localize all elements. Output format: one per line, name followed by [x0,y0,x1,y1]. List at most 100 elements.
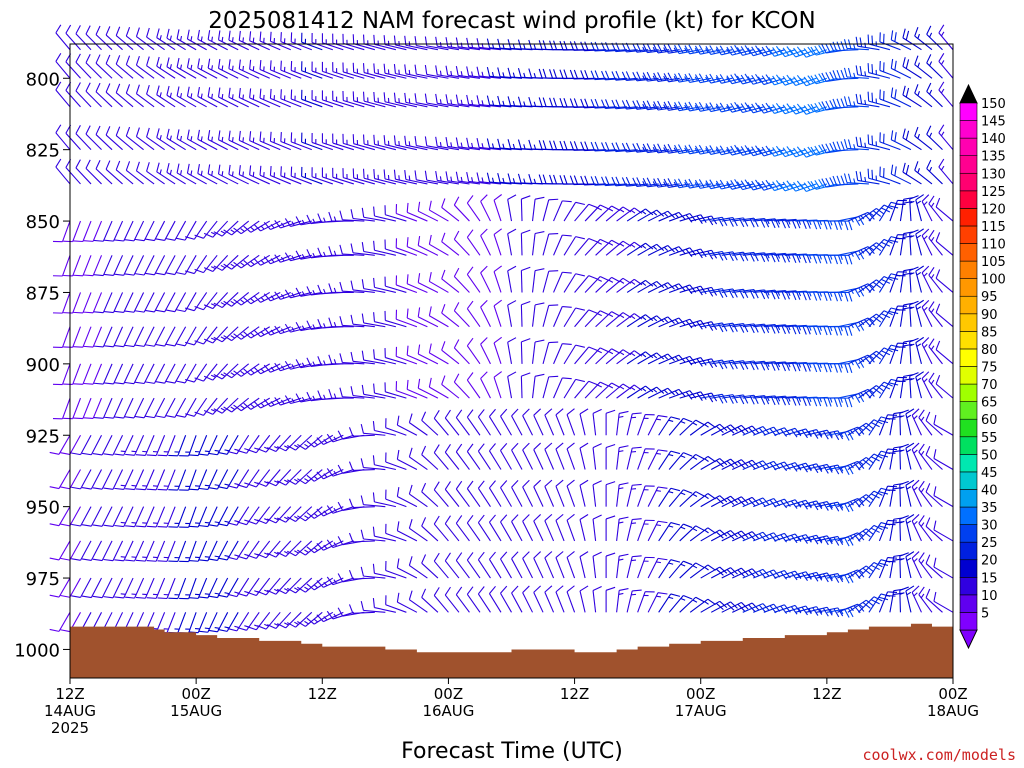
barb-feather [569,41,575,51]
barb-feather [843,96,848,106]
barb-feather [827,254,832,264]
barb-feather [135,127,140,137]
wind-barb [778,180,807,192]
barb-feather [905,87,910,98]
barb-shaft [520,270,523,293]
wind-barb [105,54,123,79]
barb-shaft [507,199,513,222]
wind-barb [114,220,134,242]
barb-feather [435,36,438,47]
barb-shaft [466,202,481,222]
barb-feather [263,221,271,230]
wind-barb [858,207,885,222]
barb-feather [553,97,558,108]
barb-shaft [563,202,577,222]
barb-half-feather [663,212,668,217]
barb-feather [528,39,533,50]
barb-feather [507,139,512,149]
barb-half-feather [512,72,516,78]
barb-feather [156,85,160,95]
wind-barb [135,55,155,79]
barb-feather [761,181,769,190]
wind-barb [55,81,71,108]
barb-feather [253,258,261,266]
barb-shaft [396,284,418,293]
barb-feather [740,103,747,112]
barb-feather [840,98,845,108]
barb-feather [871,35,874,46]
barb-half-feather [715,182,720,188]
barb-half-feather [673,47,677,53]
barb-half-feather [471,99,474,105]
barb-feather [709,145,716,154]
barb-feather [548,270,559,272]
barb-half-feather [630,209,636,214]
wind-barb [213,254,239,271]
barb-half-feather [652,75,656,81]
barb-feather [786,103,793,112]
barb-feather [825,72,831,82]
barb-feather [793,181,800,191]
barb-feather [696,215,703,224]
wind-barb [194,220,218,239]
barb-half-feather [280,256,285,262]
wind-barb [259,165,281,185]
barb-feather [621,100,627,110]
wind-barb [902,162,922,185]
barb-feather [653,72,659,82]
barb-feather [559,40,564,51]
barb-half-feather [204,521,210,524]
barb-feather [847,139,852,149]
barb-feather [455,171,459,182]
wind-barb [186,86,207,108]
barb-feather [176,129,180,139]
wind-barb [778,146,807,158]
barb-feather [156,128,160,138]
barb-feather [667,245,675,253]
barb-feather [736,75,743,85]
wind-barb [301,32,323,51]
wind-barb [414,93,439,108]
barb-feather [217,58,221,69]
barb-shaft [935,206,954,222]
wind-barb [595,239,621,256]
barb-feather [105,26,111,36]
barb-half-feather [471,71,474,77]
barb-feather [83,311,94,314]
barb-half-feather [200,93,203,99]
wind-barb [186,163,207,185]
barb-feather [350,243,354,253]
barb-feather [383,169,386,179]
barb-half-feather [619,209,625,213]
barb-feather [538,97,543,107]
barb-half-feather [652,104,656,109]
barb-half-feather [673,147,677,153]
wind-barb [203,254,229,273]
wind-barb [637,209,665,222]
barb-feather [223,263,232,270]
barb-half-feather [333,287,337,293]
barb-feather [645,242,654,250]
barb-feather [594,41,600,51]
barb-feather [840,141,845,151]
wind-barb [259,60,281,79]
barb-feather [657,100,663,110]
barb-feather [751,180,758,190]
barb-feather [611,205,621,211]
barb-feather [269,166,272,176]
barb-half-feather [333,216,337,222]
wind-barb [284,252,312,262]
barb-feather [55,24,62,34]
barb-feather [734,73,741,82]
barb-feather [700,214,707,223]
barb-feather [772,147,779,156]
barb-feather [486,138,491,148]
barb-feather [802,219,807,230]
barb-feather [476,172,480,182]
wind-barb [83,220,103,242]
wind-barb [393,169,418,185]
barb-feather [843,67,848,78]
barb-feather [549,69,554,79]
wind-barb [342,133,365,151]
barb-feather [625,99,631,109]
